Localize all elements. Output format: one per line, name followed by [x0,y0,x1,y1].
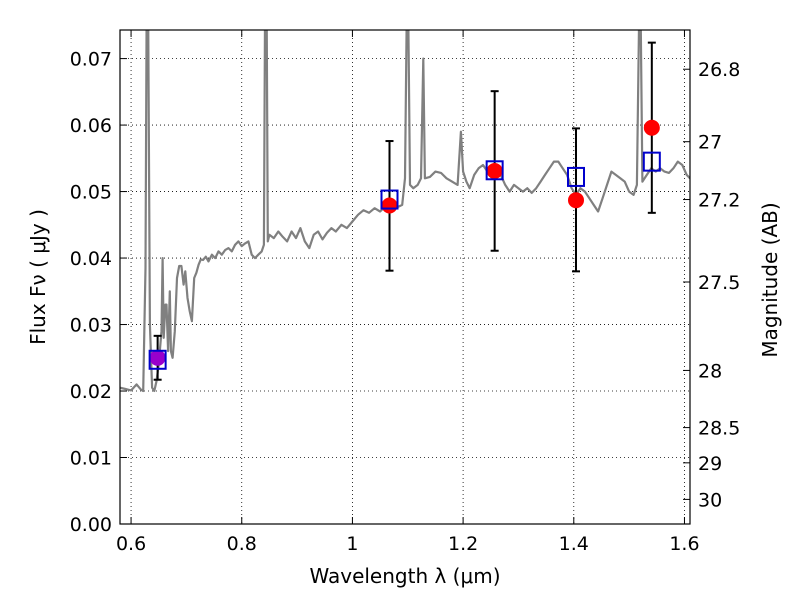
magnitude-tick-labels: 26.8 27 27.2 27.5 28 28.5 29 30 [698,59,740,511]
y-axis-label: Flux Fν ( μJy ) [26,209,50,345]
y-tick-label: 0.00 [70,514,112,536]
y-tick-labels: 0.00 0.01 0.02 0.03 0.04 0.05 0.06 0.07 [70,49,112,536]
model-photometry-point [642,151,661,172]
magnitude-tick-label: 28.5 [698,418,740,440]
y-tick-label: 0.05 [70,182,112,204]
x-axis-label: Wavelength λ (μm) [309,564,500,588]
magnitude-tick-label: 27.5 [698,272,740,294]
magnitude-tick-label: 29 [698,453,722,475]
x-tick-label: 0.8 [227,533,257,555]
magnitude-tick-label: 26.8 [698,59,740,81]
y-tick-label: 0.04 [70,248,112,270]
magnitude-tick-label: 28 [698,360,722,382]
x-tick-label: 1.6 [669,533,699,555]
observed-point [568,192,584,209]
observed-point [643,119,660,136]
model-photometry-points [148,151,661,370]
magnitude-tick-label: 27 [698,132,722,154]
magnitude-tick-label: 27.2 [698,190,740,212]
observed-point [381,197,398,214]
y-tick-label: 0.03 [70,315,112,337]
y-tick-label: 0.06 [70,115,112,137]
y-tick-label: 0.02 [70,381,112,403]
model-template-line [120,30,690,393]
observed-point [486,162,503,179]
y-tick-label: 0.07 [70,49,112,71]
observed-point [149,349,166,366]
y-tick-label: 0.01 [70,448,112,470]
x-tick-label: 1 [346,533,358,555]
x-tick-labels: 0.6 0.8 1 1.2 1.4 1.6 [116,533,700,555]
right-axis-label: Magnitude (AB) [758,202,782,357]
x-tick-label: 1.4 [559,533,589,555]
model-photometry-point [148,349,167,370]
x-tick-label: 1.2 [448,533,478,555]
x-tick-label: 0.6 [116,533,146,555]
plot-frame [119,29,691,525]
axis-ticks [120,30,690,525]
model-photometry-point [380,189,399,210]
model-photometry-point [485,160,504,181]
model-photometry-point [567,166,585,187]
magnitude-tick-label: 30 [698,489,722,511]
